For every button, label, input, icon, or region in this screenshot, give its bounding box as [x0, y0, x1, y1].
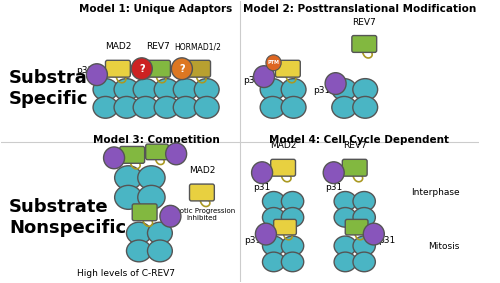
Ellipse shape: [332, 97, 356, 118]
Ellipse shape: [114, 97, 139, 118]
Ellipse shape: [353, 207, 376, 227]
Text: MAD2: MAD2: [270, 142, 296, 151]
Circle shape: [256, 223, 276, 245]
Circle shape: [254, 66, 274, 87]
FancyBboxPatch shape: [186, 60, 210, 77]
Ellipse shape: [114, 79, 139, 100]
Text: Substrate
Nonspecific: Substrate Nonspecific: [9, 198, 126, 237]
Ellipse shape: [353, 192, 376, 211]
Text: HORMAD1/2: HORMAD1/2: [174, 42, 222, 52]
Text: REV7: REV7: [146, 42, 170, 52]
Ellipse shape: [281, 79, 306, 100]
Ellipse shape: [93, 97, 118, 118]
Text: p31: p31: [312, 86, 330, 95]
Text: Mitotic Progression
Inhibited: Mitotic Progression Inhibited: [169, 208, 235, 221]
Text: Model 1: Unique Adaptors: Model 1: Unique Adaptors: [80, 4, 233, 14]
Ellipse shape: [174, 79, 198, 100]
Ellipse shape: [133, 97, 158, 118]
FancyBboxPatch shape: [106, 60, 130, 77]
Ellipse shape: [194, 97, 219, 118]
Ellipse shape: [148, 240, 172, 262]
Ellipse shape: [154, 97, 179, 118]
Ellipse shape: [353, 236, 376, 256]
Text: MAD2: MAD2: [188, 166, 215, 175]
FancyBboxPatch shape: [120, 146, 144, 163]
FancyBboxPatch shape: [190, 184, 214, 201]
Ellipse shape: [353, 252, 376, 272]
Text: p31: p31: [254, 183, 270, 192]
Ellipse shape: [174, 97, 198, 118]
Circle shape: [325, 73, 346, 95]
Text: p31: p31: [378, 235, 396, 245]
Circle shape: [266, 55, 281, 71]
Ellipse shape: [353, 79, 378, 100]
Ellipse shape: [126, 240, 152, 262]
Ellipse shape: [260, 79, 285, 100]
Text: p31: p31: [325, 183, 342, 192]
Text: p31: p31: [243, 76, 260, 85]
Circle shape: [86, 64, 108, 85]
Ellipse shape: [282, 252, 304, 272]
Text: Model 4: Cell Cycle Dependent: Model 4: Cell Cycle Dependent: [270, 135, 450, 145]
FancyBboxPatch shape: [270, 159, 295, 176]
Circle shape: [166, 143, 186, 165]
Ellipse shape: [262, 252, 285, 272]
Ellipse shape: [353, 97, 378, 118]
Text: Model 3: Competition: Model 3: Competition: [92, 135, 220, 145]
Text: PTM: PTM: [268, 60, 280, 65]
Circle shape: [160, 205, 181, 227]
Ellipse shape: [260, 97, 285, 118]
Text: p31: p31: [76, 66, 93, 75]
FancyBboxPatch shape: [146, 144, 169, 160]
FancyBboxPatch shape: [342, 159, 367, 176]
Ellipse shape: [133, 79, 158, 100]
Text: REV7: REV7: [352, 18, 376, 27]
Ellipse shape: [334, 192, 356, 211]
Ellipse shape: [334, 252, 356, 272]
Text: Substrate
Specific: Substrate Specific: [9, 69, 108, 108]
Ellipse shape: [114, 185, 142, 209]
Ellipse shape: [138, 166, 165, 190]
Ellipse shape: [282, 192, 304, 211]
Circle shape: [104, 147, 124, 169]
Text: Interphase: Interphase: [411, 188, 460, 197]
Circle shape: [172, 58, 192, 80]
Ellipse shape: [262, 207, 285, 227]
Ellipse shape: [334, 207, 356, 227]
Ellipse shape: [126, 222, 152, 244]
Text: REV7: REV7: [343, 142, 366, 151]
Text: MAD2: MAD2: [104, 42, 131, 52]
Text: p31: p31: [244, 235, 261, 245]
Ellipse shape: [332, 79, 356, 100]
Circle shape: [364, 223, 384, 245]
Ellipse shape: [194, 79, 219, 100]
FancyBboxPatch shape: [146, 60, 171, 77]
Ellipse shape: [93, 79, 118, 100]
FancyBboxPatch shape: [352, 36, 376, 52]
Circle shape: [252, 162, 272, 184]
Ellipse shape: [262, 192, 285, 211]
FancyBboxPatch shape: [276, 60, 300, 77]
Text: Mitosis: Mitosis: [428, 243, 460, 252]
Circle shape: [323, 162, 344, 184]
FancyBboxPatch shape: [274, 219, 296, 235]
Ellipse shape: [154, 79, 179, 100]
Ellipse shape: [281, 97, 306, 118]
Ellipse shape: [282, 236, 304, 256]
Text: High levels of C-REV7: High levels of C-REV7: [76, 269, 174, 278]
Ellipse shape: [262, 236, 285, 256]
Circle shape: [132, 58, 152, 80]
Ellipse shape: [148, 222, 172, 244]
Text: Model 2: Posttranslational Modification: Model 2: Posttranslational Modification: [243, 4, 476, 14]
Ellipse shape: [138, 185, 165, 209]
FancyBboxPatch shape: [132, 204, 157, 221]
Ellipse shape: [114, 166, 142, 190]
Text: ?: ?: [139, 64, 144, 74]
Ellipse shape: [334, 236, 356, 256]
FancyBboxPatch shape: [346, 219, 368, 235]
Text: ?: ?: [179, 64, 184, 74]
Ellipse shape: [282, 207, 304, 227]
